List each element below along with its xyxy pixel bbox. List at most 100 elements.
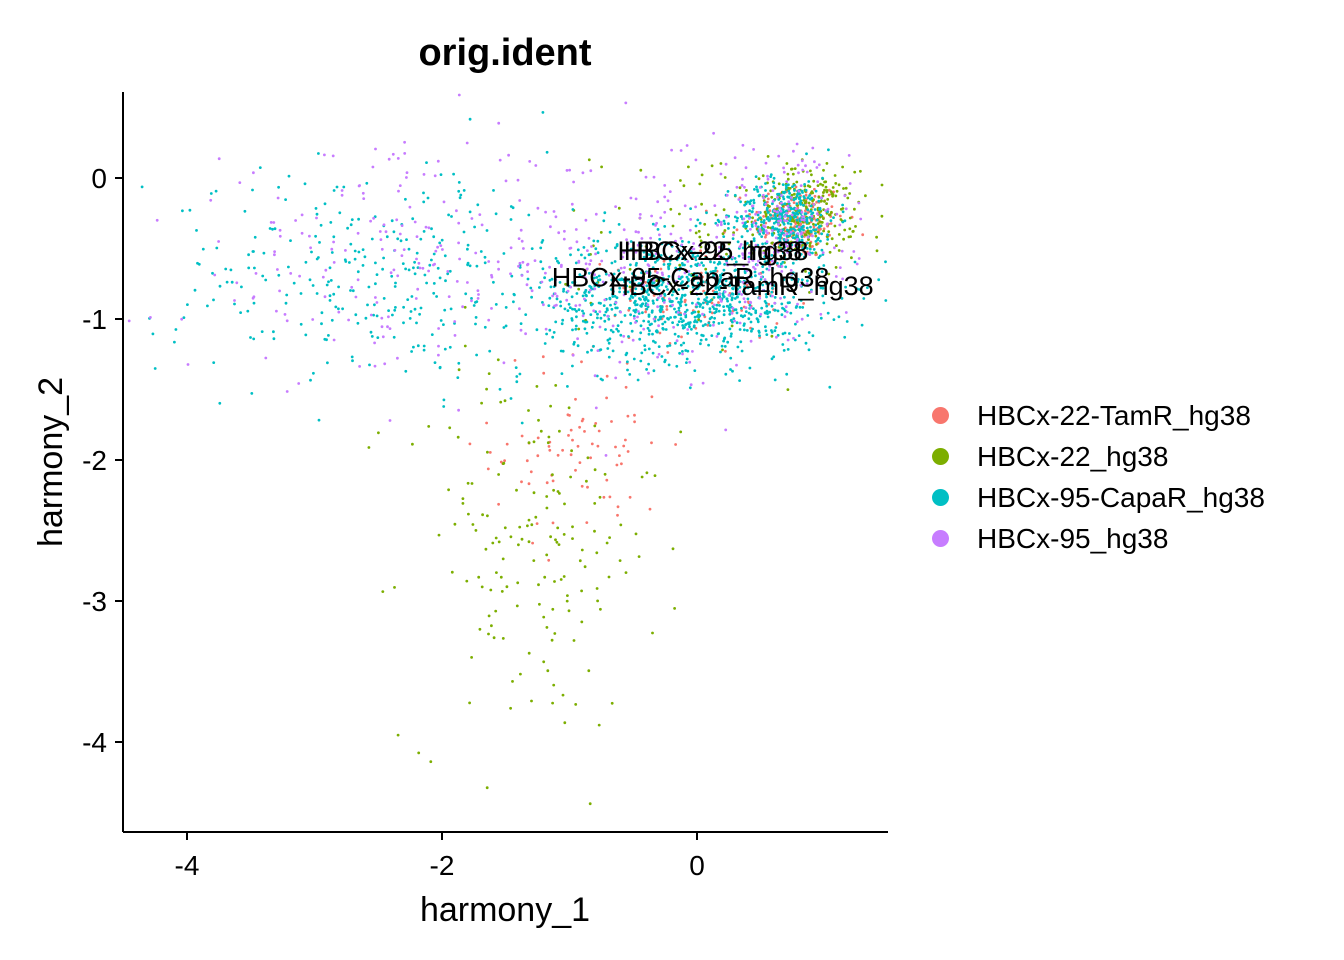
data-point bbox=[741, 177, 744, 181]
data-point bbox=[580, 484, 584, 488]
data-point bbox=[681, 240, 684, 243]
data-point bbox=[671, 321, 674, 324]
data-point bbox=[396, 356, 399, 360]
data-point bbox=[549, 285, 553, 289]
data-point bbox=[669, 316, 672, 319]
data-point bbox=[841, 203, 844, 207]
data-point bbox=[525, 459, 529, 463]
data-point bbox=[850, 256, 853, 260]
data-point bbox=[569, 475, 572, 479]
data-point bbox=[592, 344, 595, 348]
data-point bbox=[614, 246, 617, 250]
data-point bbox=[578, 461, 582, 464]
data-point bbox=[694, 255, 697, 259]
data-point bbox=[284, 198, 287, 202]
data-point bbox=[764, 189, 767, 192]
data-point bbox=[799, 184, 803, 188]
data-point bbox=[733, 193, 737, 197]
data-point bbox=[793, 338, 797, 342]
data-point bbox=[760, 246, 763, 250]
data-point bbox=[565, 599, 569, 603]
data-point bbox=[618, 559, 622, 562]
data-point bbox=[818, 220, 822, 224]
data-point bbox=[634, 197, 638, 201]
data-point bbox=[427, 226, 431, 230]
data-point bbox=[652, 301, 655, 305]
x-tick-label: -2 bbox=[430, 850, 455, 881]
data-point bbox=[548, 448, 552, 452]
data-point bbox=[759, 216, 762, 220]
data-point bbox=[768, 261, 771, 265]
data-point bbox=[258, 166, 262, 170]
data-point bbox=[471, 523, 475, 526]
data-point bbox=[782, 248, 786, 252]
data-point bbox=[707, 321, 711, 325]
data-point bbox=[554, 320, 558, 324]
data-point bbox=[880, 214, 884, 218]
data-point bbox=[715, 275, 718, 278]
data-point bbox=[798, 242, 802, 246]
data-point bbox=[712, 307, 716, 310]
data-point bbox=[430, 227, 433, 231]
data-point bbox=[497, 121, 501, 125]
data-point bbox=[773, 217, 776, 220]
data-point bbox=[740, 306, 743, 310]
data-point bbox=[597, 301, 601, 305]
data-point bbox=[634, 321, 637, 324]
data-point bbox=[741, 280, 745, 284]
data-point bbox=[712, 296, 716, 299]
data-point bbox=[509, 246, 513, 250]
data-point bbox=[638, 337, 642, 341]
data-point bbox=[371, 165, 375, 169]
data-point bbox=[804, 209, 807, 213]
data-point bbox=[673, 307, 676, 311]
data-point bbox=[611, 292, 614, 296]
data-point bbox=[593, 529, 596, 533]
data-point bbox=[685, 322, 688, 326]
data-point bbox=[837, 233, 841, 236]
data-point bbox=[812, 225, 816, 229]
data-point bbox=[663, 210, 667, 214]
data-point bbox=[701, 312, 704, 316]
data-point bbox=[842, 237, 845, 241]
data-point bbox=[662, 259, 666, 263]
data-point bbox=[557, 543, 561, 546]
data-point bbox=[264, 278, 268, 282]
data-point bbox=[752, 265, 755, 269]
data-point bbox=[526, 524, 529, 528]
data-point bbox=[546, 669, 550, 673]
data-point bbox=[691, 350, 694, 353]
data-point bbox=[772, 181, 776, 185]
data-point bbox=[783, 331, 787, 335]
data-point bbox=[361, 191, 365, 195]
data-point bbox=[780, 215, 784, 219]
data-point bbox=[756, 318, 760, 322]
data-point bbox=[691, 253, 695, 256]
data-point bbox=[574, 304, 578, 307]
data-point bbox=[629, 263, 632, 267]
data-point bbox=[527, 409, 530, 412]
data-point bbox=[777, 264, 780, 268]
data-point bbox=[726, 340, 730, 344]
data-point bbox=[756, 285, 760, 289]
data-point bbox=[587, 290, 591, 294]
data-point bbox=[666, 199, 670, 203]
x-tick-label: 0 bbox=[689, 850, 705, 881]
data-point bbox=[740, 309, 743, 312]
data-point bbox=[796, 280, 799, 284]
data-point bbox=[714, 213, 718, 217]
data-point bbox=[785, 245, 789, 248]
data-point bbox=[638, 213, 642, 216]
data-point bbox=[731, 287, 735, 291]
data-point bbox=[584, 288, 588, 292]
data-point bbox=[492, 636, 496, 640]
data-point bbox=[353, 257, 357, 261]
data-point bbox=[509, 272, 512, 276]
data-point bbox=[577, 308, 581, 312]
data-point bbox=[381, 267, 384, 271]
data-point bbox=[196, 261, 199, 265]
data-point bbox=[503, 459, 506, 462]
data-point bbox=[512, 300, 515, 304]
data-point bbox=[767, 292, 771, 296]
data-point bbox=[519, 228, 523, 232]
